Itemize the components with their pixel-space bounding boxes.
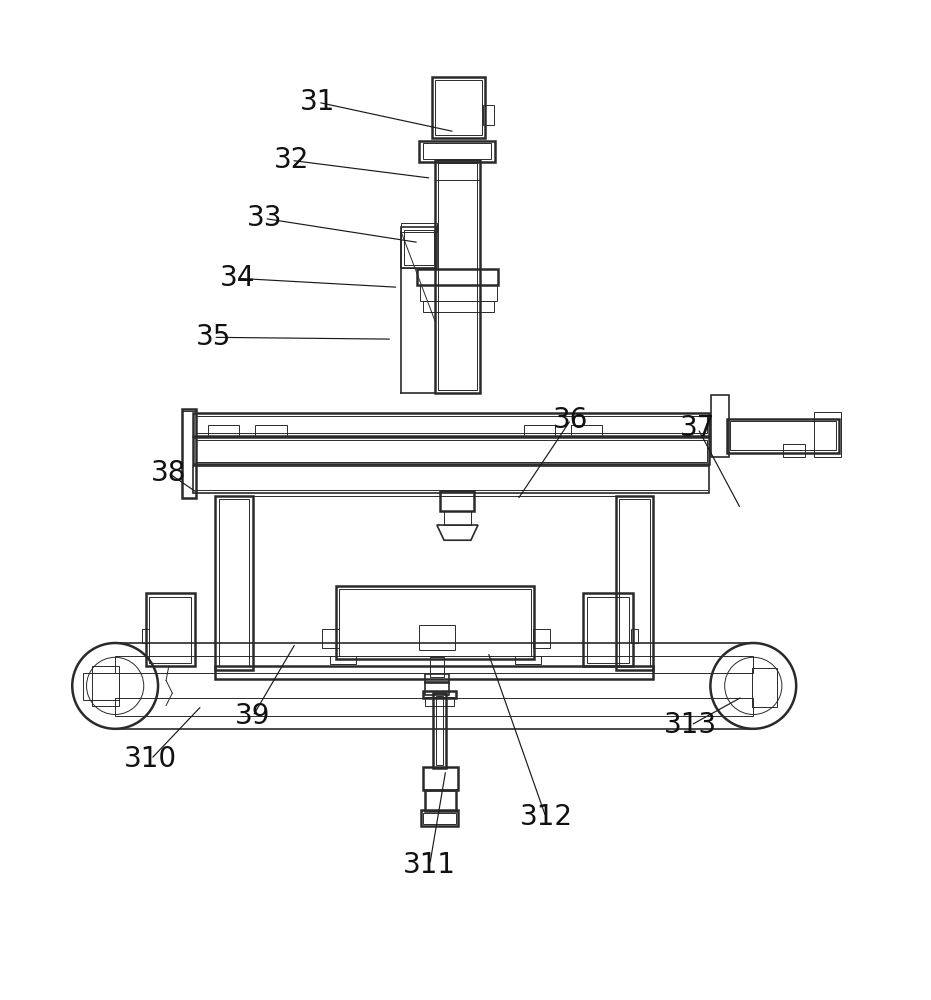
Bar [215, 666, 654, 679]
Bar [533, 629, 549, 648]
Bar [424, 691, 455, 698]
Bar [92, 666, 119, 706]
Bar [421, 810, 458, 826]
Bar [584, 593, 633, 666]
Bar [435, 160, 479, 393]
Bar [751, 668, 776, 707]
Bar [215, 496, 253, 670]
Text: 33: 33 [247, 204, 282, 232]
Bar [142, 629, 149, 643]
Bar [430, 657, 444, 677]
Bar [433, 693, 446, 768]
Bar [255, 425, 287, 436]
Bar [711, 395, 729, 457]
Bar [423, 767, 458, 790]
Bar [571, 425, 602, 436]
Bar [432, 77, 485, 138]
Bar [425, 790, 455, 811]
Bar [587, 597, 629, 663]
Bar [523, 425, 555, 436]
Bar [438, 163, 477, 390]
Bar [483, 105, 494, 125]
Bar [419, 625, 454, 650]
Bar [436, 696, 443, 765]
Text: 35: 35 [196, 323, 231, 351]
Text: 312: 312 [519, 803, 573, 831]
Bar [115, 698, 753, 716]
Text: 310: 310 [125, 745, 178, 773]
Bar [423, 143, 492, 159]
Bar [149, 597, 191, 663]
Bar [730, 421, 836, 450]
Bar [209, 425, 239, 436]
Bar [83, 673, 119, 700]
Bar [404, 230, 434, 265]
Bar [417, 269, 498, 285]
Bar [322, 629, 339, 648]
Bar [330, 656, 357, 664]
Text: 32: 32 [274, 146, 309, 174]
Bar [425, 674, 449, 683]
Bar [336, 586, 534, 659]
Text: 39: 39 [235, 702, 271, 730]
Text: 37: 37 [681, 414, 716, 442]
Text: 311: 311 [403, 851, 456, 879]
Bar [783, 444, 805, 457]
Bar [182, 409, 196, 498]
Bar [401, 223, 437, 232]
Bar [145, 593, 195, 666]
Bar [435, 80, 481, 135]
Text: 38: 38 [151, 459, 186, 487]
Bar [115, 656, 753, 673]
Bar [196, 440, 707, 462]
Bar [425, 682, 449, 695]
Bar [615, 496, 654, 670]
Bar [219, 499, 250, 666]
Text: 313: 313 [664, 711, 717, 739]
Bar [196, 416, 707, 433]
Bar [420, 285, 497, 301]
Text: 36: 36 [553, 406, 588, 434]
Bar [193, 437, 709, 464]
Bar [444, 511, 471, 525]
Bar [814, 412, 841, 457]
Bar [435, 160, 479, 180]
Bar [193, 466, 709, 493]
Bar [631, 629, 638, 643]
Text: 31: 31 [301, 88, 336, 116]
Bar [193, 413, 709, 436]
Bar [401, 227, 437, 268]
Text: 34: 34 [220, 264, 255, 292]
Bar [515, 656, 542, 664]
Bar [340, 589, 531, 656]
Bar [423, 301, 494, 312]
Bar [425, 697, 454, 706]
Bar [424, 813, 455, 824]
Bar [619, 499, 650, 666]
Bar [440, 491, 475, 511]
Bar [727, 419, 839, 453]
Bar [419, 141, 495, 162]
